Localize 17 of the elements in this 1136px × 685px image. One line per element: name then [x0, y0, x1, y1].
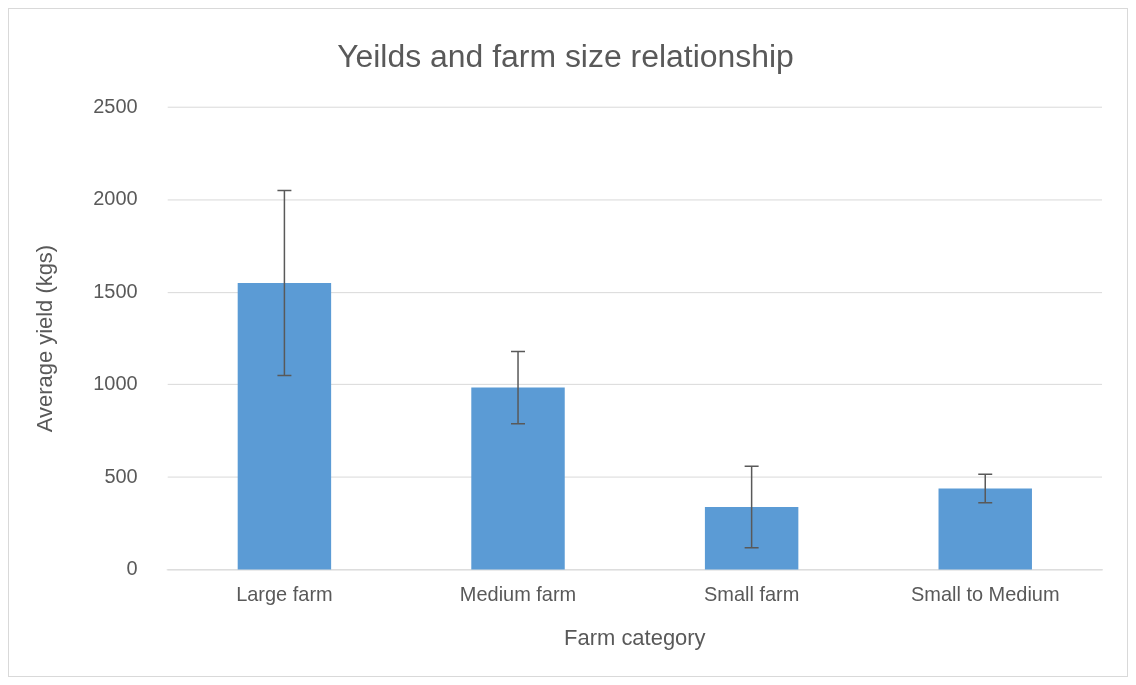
y-tick-label: 2000	[93, 187, 138, 210]
x-tick-label: Medium farm	[459, 583, 577, 606]
chart-title: Yeilds and farm size relationship	[337, 37, 794, 74]
y-axis-title: Average yield (kgs)	[32, 244, 58, 433]
x-tick-label: Small to Medium	[910, 583, 1060, 606]
y-tick-label: 2500	[93, 94, 138, 117]
y-tick-label: 1000	[93, 372, 138, 395]
bar	[237, 282, 332, 570]
x-tick-label: Small farm	[703, 583, 800, 606]
x-tick-label: Large farm	[236, 583, 333, 606]
bar	[704, 506, 799, 570]
bar	[938, 488, 1032, 570]
x-axis-title: Farm category	[564, 624, 706, 650]
y-tick-label: 500	[104, 464, 138, 487]
y-tick-label: 1500	[93, 279, 138, 302]
y-tick-label: 0	[126, 557, 138, 580]
bar	[471, 387, 565, 570]
